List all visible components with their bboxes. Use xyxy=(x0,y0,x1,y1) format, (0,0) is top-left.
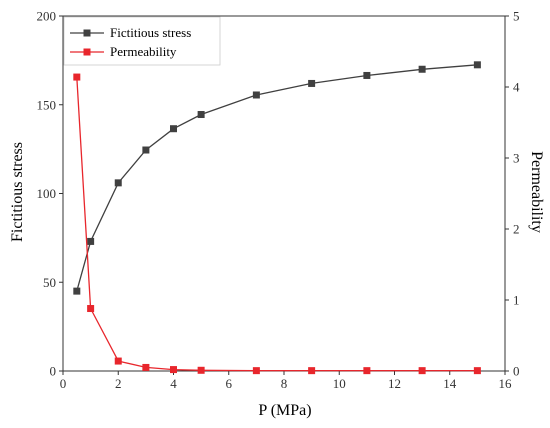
series-fictitious-stress xyxy=(73,61,481,295)
data-point-fictitious-stress xyxy=(197,111,205,119)
data-point-permeability xyxy=(197,366,205,374)
data-point-fictitious-stress xyxy=(252,91,260,99)
x-axis-title: P (MPa) xyxy=(258,402,311,419)
right-y-tick-label: 2 xyxy=(513,222,520,237)
x-tick-label: 10 xyxy=(333,376,346,391)
data-point-permeability xyxy=(252,367,260,375)
series-layer xyxy=(73,61,481,375)
data-point-permeability xyxy=(418,367,426,375)
data-point-permeability xyxy=(87,305,95,313)
left-y-axis-ticks: 0 50 100 150 200 xyxy=(37,9,63,379)
x-tick-label: 2 xyxy=(115,376,122,391)
legend-label: Fictitious stress xyxy=(110,25,191,40)
x-tick-label: 4 xyxy=(170,376,177,391)
x-tick-label: 6 xyxy=(226,376,233,391)
data-point-permeability xyxy=(363,367,371,375)
data-point-permeability xyxy=(473,367,481,375)
data-point-permeability xyxy=(308,367,316,375)
series-line-fictitious-stress xyxy=(76,64,478,292)
left-y-tick-label: 0 xyxy=(50,364,57,379)
legend-entry-permeability: Permeability xyxy=(70,44,177,59)
x-tick-label: 0 xyxy=(60,376,67,391)
x-axis-ticks: 0 2 4 6 8 10 12 14 16 xyxy=(60,371,512,391)
left-y-tick-label: 50 xyxy=(43,275,56,290)
legend: Fictitious stress Permeability xyxy=(63,16,221,66)
legend-marker xyxy=(83,48,91,56)
data-point-fictitious-stress xyxy=(308,79,316,87)
data-point-permeability xyxy=(114,357,122,365)
legend-box xyxy=(63,16,221,66)
left-y-tick-label: 150 xyxy=(37,97,57,112)
right-y-axis-ticks: 0 1 2 3 4 5 xyxy=(505,9,520,379)
right-y-axis-title: Permeability xyxy=(528,151,545,233)
right-y-tick-label: 1 xyxy=(513,293,520,308)
right-y-tick-label: 3 xyxy=(513,151,520,166)
data-point-fictitious-stress xyxy=(73,287,81,295)
right-y-tick-label: 0 xyxy=(513,364,520,379)
plot-border xyxy=(62,15,506,372)
data-point-fictitious-stress xyxy=(418,65,426,73)
data-point-permeability xyxy=(142,363,150,371)
right-y-tick-label: 4 xyxy=(513,80,520,95)
legend-marker xyxy=(83,29,91,37)
data-point-fictitious-stress xyxy=(363,71,371,79)
legend-label: Permeability xyxy=(110,44,177,59)
data-point-fictitious-stress xyxy=(114,179,122,187)
data-point-fictitious-stress xyxy=(142,146,150,154)
data-point-permeability xyxy=(170,366,177,374)
series-line-permeability xyxy=(76,77,478,372)
data-point-permeability xyxy=(73,73,81,81)
left-y-axis-title: Fictitious stress xyxy=(9,142,26,242)
x-tick-label: 8 xyxy=(281,376,288,391)
legend-entry-fictitious-stress: Fictitious stress xyxy=(70,25,191,40)
x-tick-label: 14 xyxy=(443,376,457,391)
right-y-tick-label: 5 xyxy=(513,9,520,24)
data-point-fictitious-stress xyxy=(87,237,95,245)
data-point-fictitious-stress xyxy=(473,61,481,69)
left-y-tick-label: 200 xyxy=(37,9,57,24)
series-permeability xyxy=(73,73,481,375)
left-y-tick-label: 100 xyxy=(37,186,57,201)
x-tick-label: 16 xyxy=(499,376,513,391)
x-tick-label: 12 xyxy=(388,376,401,391)
plot-frame xyxy=(62,15,506,372)
data-point-fictitious-stress xyxy=(170,125,177,133)
